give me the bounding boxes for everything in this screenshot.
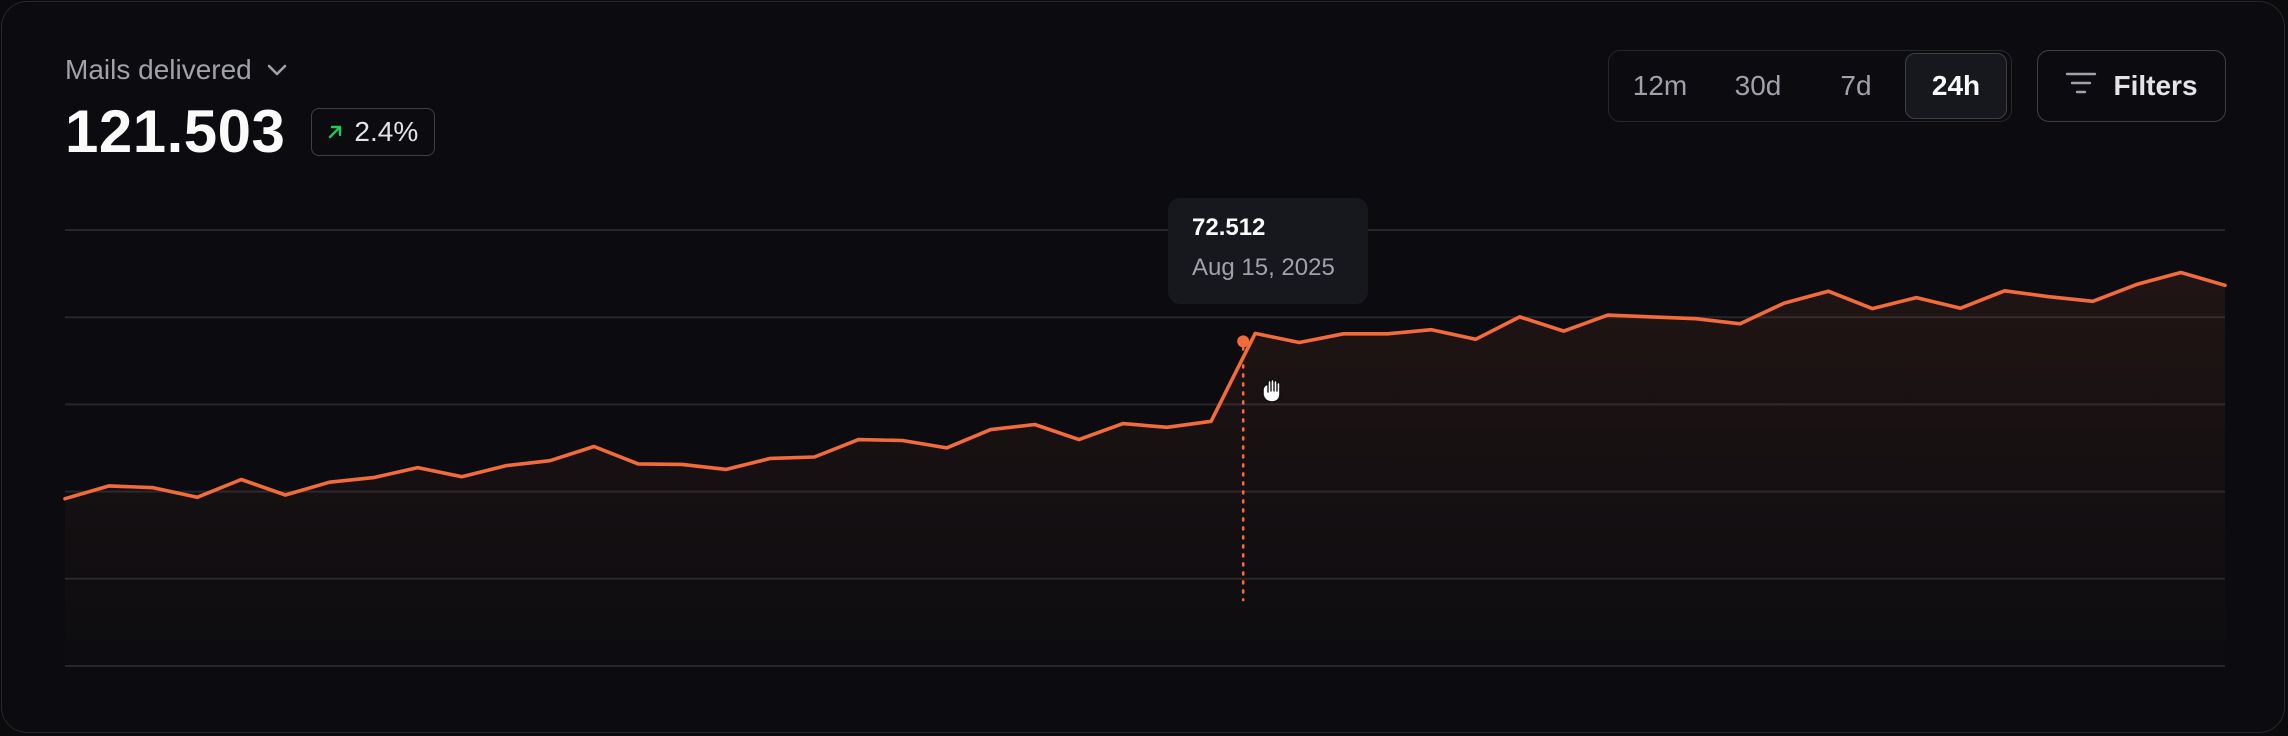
- series-line: [63, 270, 2227, 501]
- change-badge: 2.4%: [311, 108, 436, 156]
- hover-point[interactable]: [1237, 335, 1250, 348]
- metric-value: 121.503: [65, 98, 286, 165]
- grab-hand-icon: [1259, 377, 1285, 410]
- time-range-selector: 12m 30d 7d 24h: [1608, 50, 2012, 122]
- range-24h-button[interactable]: 24h: [1905, 53, 2007, 119]
- filters-label: Filters: [2113, 70, 2198, 101]
- range-12m-button[interactable]: 12m: [1632, 70, 1688, 101]
- tooltip-date: Aug 15, 2025: [1192, 254, 1335, 281]
- range-7d-button[interactable]: 7d: [1840, 70, 1872, 101]
- headline: 121.503 2.4%: [65, 98, 436, 165]
- filters-button[interactable]: Filters: [2037, 50, 2226, 122]
- chevron-down-icon: [266, 63, 288, 77]
- metric-label: Mails delivered: [65, 54, 252, 85]
- series-area: [65, 272, 2225, 670]
- filter-icon: [2065, 70, 2097, 102]
- chart-tooltip: 72.512 Aug 15, 2025: [1168, 198, 1368, 304]
- range-30d-button[interactable]: 30d: [1734, 70, 1782, 101]
- tooltip-value: 72.512: [1192, 214, 1266, 241]
- metric-selector[interactable]: Mails delivered: [65, 54, 288, 86]
- change-value: 2.4%: [354, 116, 419, 147]
- arrow-up-right-icon: [326, 116, 344, 148]
